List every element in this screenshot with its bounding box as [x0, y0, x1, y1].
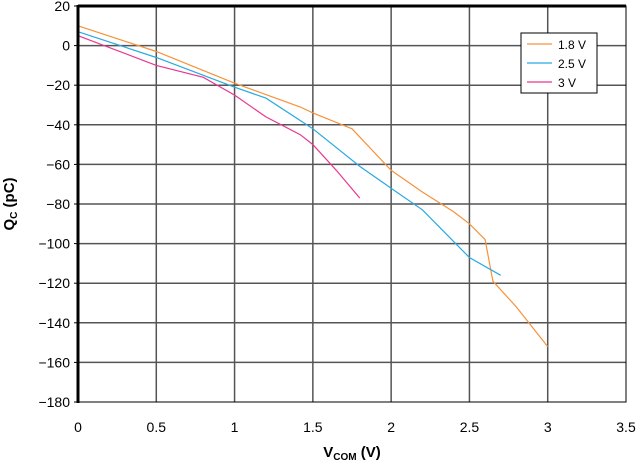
y-tick-label: −140	[38, 315, 70, 331]
series-line-3v	[77, 35, 361, 199]
series-lines	[77, 25, 549, 347]
y-tick-label: −120	[38, 275, 70, 291]
x-tick-labels: 0 0.5 1 1.5 2 2.5 3 3.5	[74, 419, 636, 435]
y-tick-labels: 20 0 −20 −40 −60 −80 −100 −120 −140 −160 −180	[38, 0, 70, 410]
series-line-1.8v	[77, 25, 549, 347]
y-tick-label: 20	[54, 0, 70, 14]
legend-label: 2.5 V	[558, 57, 586, 71]
legend: 1.8 V 2.5 V 3 V	[520, 32, 598, 94]
x-tick-label: 0.5	[147, 419, 167, 435]
y-axis-label: QC (pC)	[1, 177, 20, 230]
y-tick-label: −100	[38, 236, 70, 252]
x-tick-label: 2	[387, 419, 395, 435]
series-line-2.5v	[77, 31, 501, 276]
x-tick-label: 0	[74, 419, 82, 435]
x-tick-label: 1.5	[303, 419, 323, 435]
legend-label: 3 V	[558, 76, 576, 90]
y-tick-label: 0	[62, 38, 70, 54]
x-tick-label: 3.5	[616, 419, 636, 435]
y-tick-label: −180	[38, 394, 70, 410]
y-tick-label: −160	[38, 354, 70, 370]
y-tick-label: −60	[46, 156, 70, 172]
legend-label: 1.8 V	[558, 38, 586, 52]
x-tick-label: 2.5	[460, 419, 480, 435]
y-tick-label: −20	[46, 77, 70, 93]
y-tick-label: −80	[46, 196, 70, 212]
x-tick-label: 3	[544, 419, 552, 435]
x-axis-label: VCOM (V)	[323, 444, 381, 463]
x-tick-label: 1	[231, 419, 239, 435]
y-tick-label: −40	[46, 117, 70, 133]
